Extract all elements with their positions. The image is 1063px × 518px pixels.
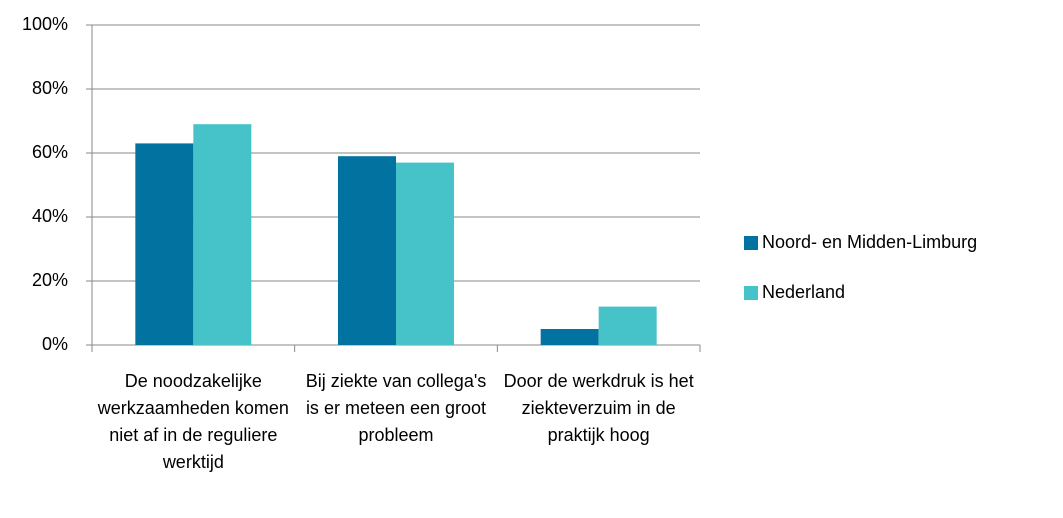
x-tick-label: Bij ziekte van collega's is er meteen een… [306,371,487,445]
x-tick-label-line: Bij ziekte van collega's [306,371,487,391]
x-tick-label-line: werktijd [162,452,224,472]
y-tick-label: 60% [32,142,68,162]
x-tick-label: Door de werkdruk is het ziekteverzuim in … [504,371,694,445]
x-tick-label-line: probleem [358,425,433,445]
x-tick-label-line: praktijk hoog [548,425,650,445]
y-tick-label: 100% [22,14,68,34]
bar [396,162,454,345]
legend-swatch [744,236,758,250]
x-tick-label: De noodzakelijke werkzaamheden komen niet … [97,371,289,472]
bar [193,124,252,345]
x-tick-label-line: werkzaamheden komen [97,398,289,418]
bar [135,143,194,345]
y-tick-label: 20% [32,270,68,290]
y-tick-label: 40% [32,206,68,226]
x-tick-label-line: ziekteverzuim in de [522,398,676,418]
bar [598,306,657,345]
y-tick-label: 80% [32,78,68,98]
y-tick-label: 0% [42,334,68,354]
bar [338,156,396,345]
x-tick-label-line: De noodzakelijke [125,371,262,391]
x-tick-label-line: Door de werkdruk is het [504,371,694,391]
legend-swatch [744,286,758,300]
legend-label: Nederland [762,282,845,302]
x-tick-label-line: niet af in de reguliere [109,425,277,445]
legend-label: Noord- en Midden-Limburg [762,232,977,252]
bar [540,329,599,345]
x-tick-label-line: is er meteen een groot [306,398,486,418]
